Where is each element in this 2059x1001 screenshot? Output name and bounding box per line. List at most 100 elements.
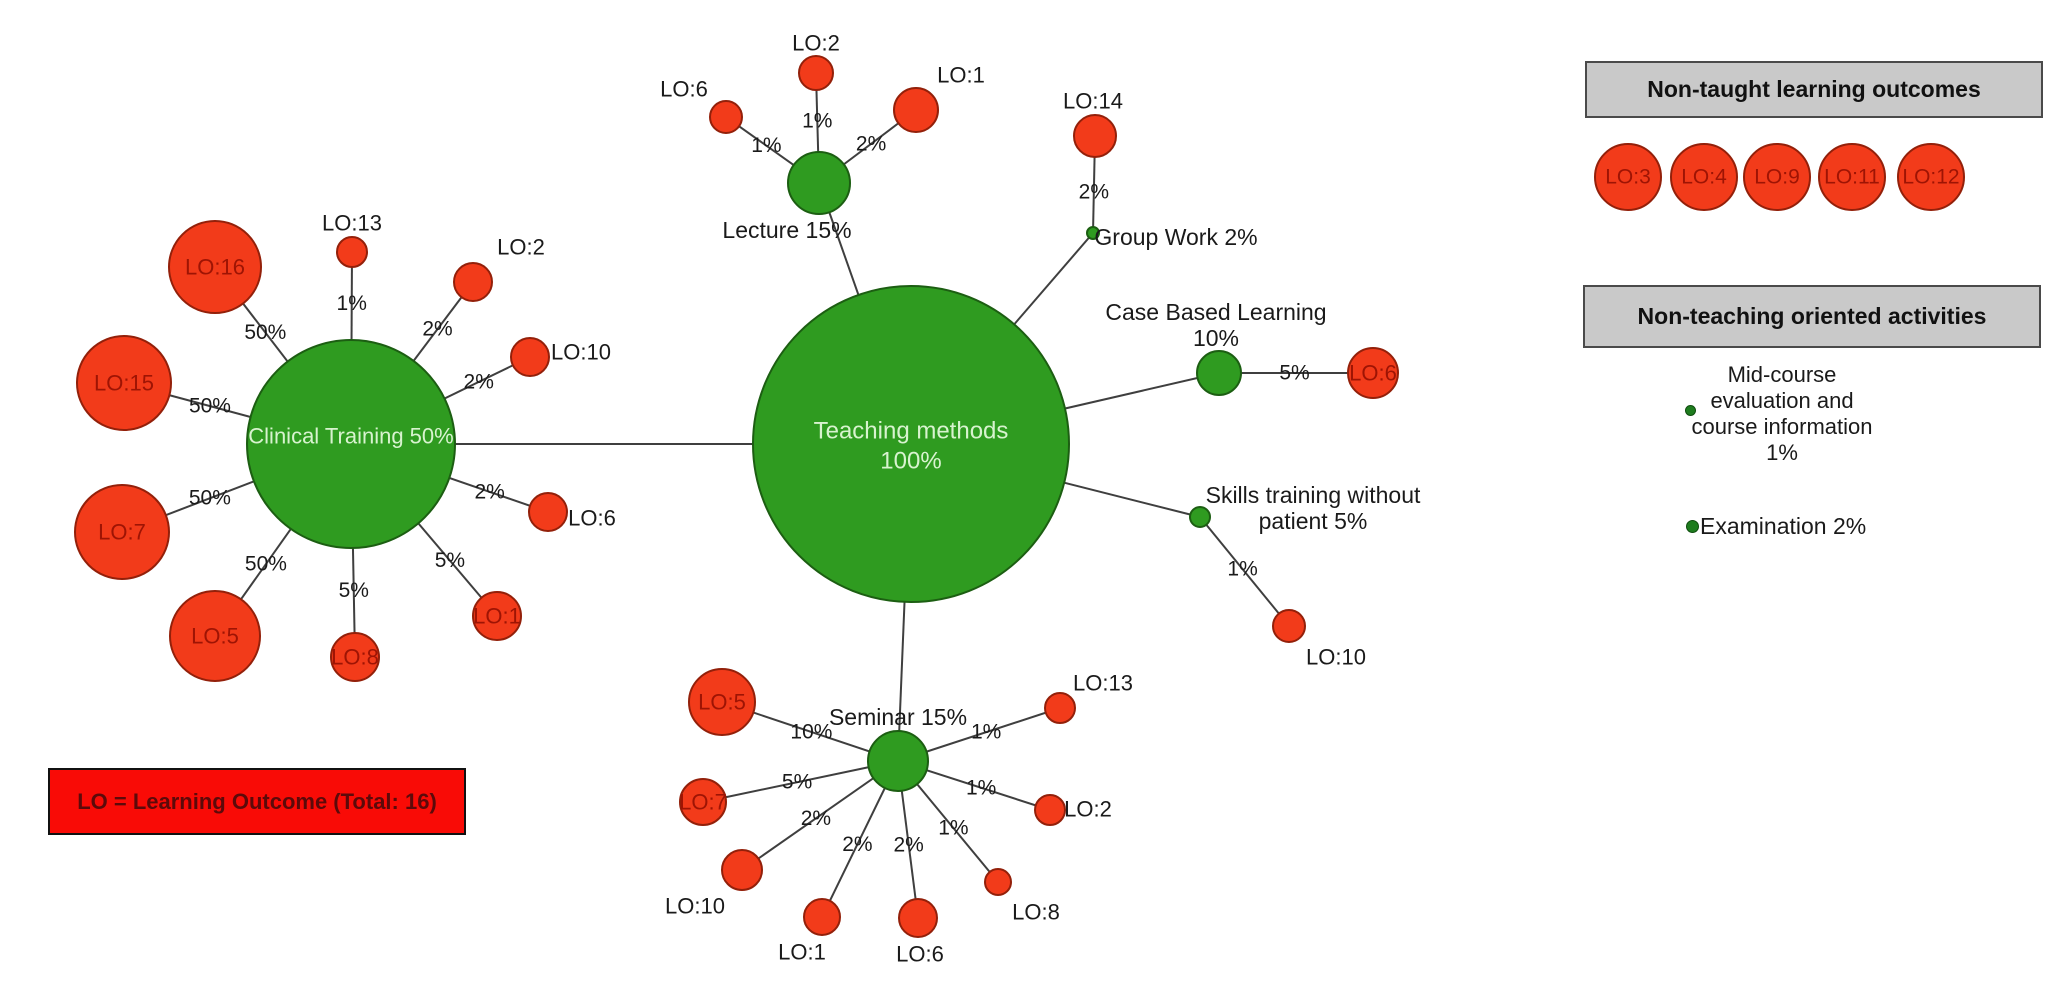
label-l-lo1: LO:1 <box>937 63 985 88</box>
pct-clinical-c-lo15: 50% <box>189 395 231 418</box>
node-clinical <box>246 339 456 549</box>
label-casebased-1: Case Based Learning <box>1105 299 1326 325</box>
label-l-lo6: LO:6 <box>660 77 708 102</box>
node-s-lo13 <box>1044 692 1076 724</box>
node-nt-lo4 <box>1670 143 1738 211</box>
pct-lecture-l-lo1: 2% <box>856 132 886 155</box>
label-s-lo7: LO:7 <box>679 790 727 815</box>
node-c-lo15 <box>76 335 172 431</box>
node-s-lo1 <box>803 898 841 936</box>
node-c-lo13 <box>336 236 368 268</box>
pct-clinical-c-lo2: 2% <box>422 318 452 341</box>
node-teaching <box>752 285 1070 603</box>
pct-lecture-l-lo6: 1% <box>751 134 781 157</box>
label-skills-2: patient 5% <box>1259 508 1368 534</box>
label-nt-lo4: LO:4 <box>1681 166 1727 189</box>
node-c-lo7 <box>74 484 170 580</box>
label-s-lo6: LO:6 <box>896 942 944 967</box>
label-clinical: Clinical Training 50% <box>248 424 453 449</box>
midcourse-line-2: evaluation and <box>1710 388 1854 413</box>
label-seminar: Seminar 15% <box>829 704 967 730</box>
node-casebased <box>1196 350 1242 396</box>
node-nt-lo9 <box>1743 143 1811 211</box>
node-l-lo6 <box>709 100 743 134</box>
label-cb-lo6: LO:6 <box>1349 361 1397 386</box>
node-nt-lo11 <box>1818 143 1886 211</box>
node-g-lo14 <box>1073 114 1117 158</box>
pct-clinical-c-lo5: 50% <box>245 553 287 576</box>
node-groupwork <box>1086 226 1100 240</box>
edge-seminar-s-lo7 <box>702 760 899 803</box>
non-taught-outcomes-header: Non-taught learning outcomes <box>1585 61 2043 118</box>
pct-casebased-cb-lo6: 5% <box>1279 362 1309 385</box>
pct-seminar-s-lo1: 2% <box>842 833 872 856</box>
label-l-lo2: LO:2 <box>792 31 840 56</box>
node-s-lo8 <box>984 868 1012 896</box>
label-s-lo10: LO:10 <box>665 894 725 919</box>
label-s-lo2: LO:2 <box>1064 797 1112 822</box>
node-s-lo5 <box>688 668 756 736</box>
label-nt-lo12: LO:12 <box>1902 166 1959 189</box>
node-nt-lo3 <box>1594 143 1662 211</box>
label-c-lo1: LO:1 <box>473 604 521 629</box>
node-s-lo7 <box>679 778 727 826</box>
pct-clinical-c-lo6: 2% <box>474 480 504 503</box>
node-c-lo16 <box>168 220 262 314</box>
node-s-lo10 <box>721 849 763 891</box>
midcourse-line-3: course information <box>1691 414 1873 439</box>
pct-clinical-c-lo13: 1% <box>337 292 367 315</box>
node-c-lo1 <box>472 591 522 641</box>
node-s-lo2 <box>1034 794 1066 826</box>
label-casebased-2: 10% <box>1193 325 1239 351</box>
label-nt-lo9: LO:9 <box>1754 166 1800 189</box>
pct-seminar-s-lo10: 2% <box>801 807 831 830</box>
label-s-lo1: LO:1 <box>778 940 826 965</box>
label-c-lo16: LO:16 <box>185 255 245 280</box>
label-nt-lo11: LO:11 <box>1824 166 1880 189</box>
pct-seminar-s-lo5: 10% <box>790 720 832 743</box>
pct-clinical-c-lo8: 5% <box>339 579 369 602</box>
node-seminar <box>867 730 929 792</box>
pct-seminar-s-lo13: 1% <box>971 721 1001 744</box>
examination-bullet-dot <box>1686 520 1699 533</box>
examination-label: Examination 2% <box>1700 513 1867 539</box>
node-skills <box>1189 506 1211 528</box>
pct-skills-sk-lo10: 1% <box>1227 558 1257 581</box>
node-nt-lo12 <box>1897 143 1965 211</box>
node-l-lo2 <box>798 55 834 91</box>
midcourse-line-4: 1% <box>1766 440 1798 465</box>
label-skills-1: Skills training without <box>1206 482 1421 508</box>
edge-seminar-s-lo10 <box>741 760 899 871</box>
midcourse-line-1: Mid-course <box>1727 362 1837 387</box>
node-c-lo6 <box>528 492 568 532</box>
pct-lecture-l-lo2: 1% <box>802 110 832 133</box>
pct-clinical-c-lo1: 5% <box>435 549 465 572</box>
label-c-lo8: LO:8 <box>331 645 379 670</box>
label-s-lo8: LO:8 <box>1012 900 1060 925</box>
label-c-lo5: LO:5 <box>191 624 239 649</box>
node-c-lo5 <box>169 590 261 682</box>
label-c-lo10: LO:10 <box>551 340 611 365</box>
label-sk-lo10: LO:10 <box>1306 645 1366 670</box>
label-teaching-2: 100% <box>880 448 941 475</box>
midcourse-bullet-dot <box>1685 405 1696 416</box>
pct-clinical-c-lo7: 50% <box>189 487 231 510</box>
label-g-lo14: LO:14 <box>1063 89 1123 114</box>
node-c-lo2 <box>453 262 493 302</box>
label-s-lo5: LO:5 <box>698 690 746 715</box>
label-groupwork: Group Work 2% <box>1094 224 1257 250</box>
label-s-lo13: LO:13 <box>1073 671 1133 696</box>
label-c-lo6: LO:6 <box>568 506 616 531</box>
pct-seminar-s-lo2: 1% <box>966 776 996 799</box>
node-c-lo10 <box>510 337 550 377</box>
node-lecture <box>787 151 851 215</box>
pct-groupwork-g-lo14: 2% <box>1079 180 1109 203</box>
node-sk-lo10 <box>1272 609 1306 643</box>
pct-seminar-s-lo6: 2% <box>894 833 924 856</box>
label-c-lo13: LO:13 <box>322 211 382 236</box>
non-teaching-activities-header: Non-teaching oriented activities <box>1583 285 2041 348</box>
pct-seminar-s-lo7: 5% <box>782 771 812 794</box>
lo-legend-box: LO = Learning Outcome (Total: 16) <box>48 768 466 835</box>
